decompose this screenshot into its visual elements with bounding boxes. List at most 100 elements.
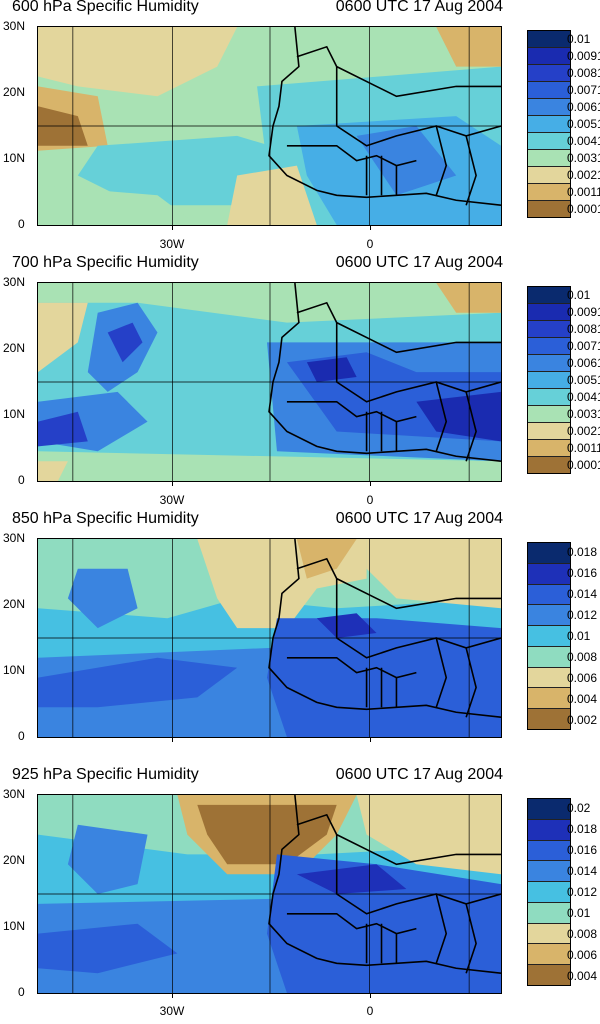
lat-label-20n: 20N	[3, 85, 26, 99]
humidity-map	[37, 794, 502, 994]
legend-label: 0.012	[567, 608, 598, 623]
panel-time: 0600 UTC 17 Aug 2004	[335, 510, 503, 527]
x-tick	[370, 738, 371, 742]
legend-label: 0.0031	[567, 151, 600, 166]
legend-swatch	[528, 965, 570, 986]
legend-swatch	[528, 423, 570, 440]
panel-925hpa: 925 hPa Specific Humidity 0600 UTC 17 Au…	[0, 766, 600, 1024]
lon-label-0: 0	[366, 493, 374, 507]
legend-swatch	[528, 688, 570, 710]
legend-swatch	[528, 116, 570, 133]
legend-swatch	[528, 150, 570, 167]
legend-swatch	[528, 584, 570, 606]
legend-label: 0.0001	[567, 458, 600, 473]
legend-label: 0.0011	[567, 441, 600, 456]
panel-time: 0600 UTC 17 Aug 2004	[335, 0, 503, 15]
x-tick	[172, 738, 173, 742]
legend-label: 0.018	[567, 822, 598, 837]
x-tick	[172, 994, 173, 998]
legend-swatch	[528, 563, 570, 585]
color-legend	[527, 798, 571, 986]
x-tick	[370, 226, 371, 230]
lat-label-30n: 30N	[3, 275, 26, 289]
legend-swatch	[528, 321, 570, 338]
country-borders	[38, 539, 501, 737]
country-borders	[38, 283, 501, 481]
x-tick	[172, 482, 173, 486]
legend-swatch	[528, 819, 570, 841]
legend-swatch	[528, 372, 570, 389]
legend-label: 0.004	[567, 691, 598, 706]
legend-label: 0.0061	[567, 355, 600, 370]
legend-swatch	[528, 99, 570, 116]
legend-label: 0.0051	[567, 373, 600, 387]
legend-label: 0.018	[567, 545, 598, 560]
panel-title: 600 hPa Specific Humidity	[12, 0, 199, 15]
lat-label-20n: 20N	[3, 597, 26, 611]
legend-swatch	[528, 338, 570, 355]
legend-label: 0.016	[567, 843, 598, 858]
legend-swatch	[528, 389, 570, 406]
legend-swatch	[528, 304, 570, 321]
panel-time: 0600 UTC 17 Aug 2004	[335, 766, 503, 783]
legend-swatch	[528, 406, 570, 423]
legend-label: 0.012	[567, 885, 598, 899]
legend-swatch	[528, 201, 570, 217]
legend-label: 0.002	[567, 712, 598, 727]
legend-swatch	[528, 626, 570, 647]
panel-700hpa: 700 hPa Specific Humidity 0600 UTC 17 Au…	[0, 254, 600, 512]
lat-label-0: 0	[18, 985, 25, 999]
lon-label-30w: 30W	[159, 1004, 185, 1018]
lon-label-30w: 30W	[159, 493, 185, 507]
legend-label: 0.0081	[567, 321, 600, 336]
lat-label-10n: 10N	[3, 663, 26, 677]
humidity-map	[37, 26, 502, 226]
lat-label-0: 0	[18, 729, 25, 743]
legend-label: 0.0091	[567, 304, 600, 319]
legend-swatch	[528, 133, 570, 150]
legend-label: 0.008	[567, 649, 598, 664]
legend-label: 0.01	[567, 629, 591, 643]
legend-swatch	[528, 543, 570, 564]
lat-label-10n: 10N	[3, 407, 26, 421]
panel-title: 700 hPa Specific Humidity	[12, 254, 199, 271]
legend-label: 0.0071	[567, 338, 600, 353]
country-borders	[38, 795, 501, 993]
lon-label-30w: 30W	[159, 237, 185, 251]
panel-title: 850 hPa Specific Humidity	[12, 510, 199, 527]
legend-label: 0.004	[567, 968, 598, 983]
legend-label: 0.01	[567, 287, 591, 302]
legend-swatch	[528, 440, 570, 457]
legend-label: 0.0021	[567, 168, 600, 183]
lat-label-30n: 30N	[3, 787, 26, 801]
legend-swatch	[528, 840, 570, 862]
legend-label: 0.01	[567, 905, 591, 920]
legend-swatch	[528, 65, 570, 82]
lat-label-0: 0	[18, 217, 25, 231]
legend-label: 0.016	[567, 566, 598, 581]
panel-600hpa: 600 hPa Specific Humidity 0600 UTC 17 Au…	[0, 0, 600, 256]
lat-label-30n: 30N	[3, 531, 26, 545]
legend-swatch	[528, 882, 570, 903]
panel-850hpa: 850 hPa Specific Humidity 0600 UTC 17 Au…	[0, 510, 600, 768]
legend-swatch	[528, 799, 570, 820]
legend-label: 0.0071	[567, 82, 600, 97]
panel-title: 925 hPa Specific Humidity	[12, 766, 199, 783]
legend-swatch	[528, 667, 570, 689]
legend-label: 0.0021	[567, 424, 600, 439]
legend-swatch	[528, 923, 570, 945]
legend-swatch	[528, 287, 570, 304]
legend-swatch	[528, 355, 570, 372]
legend-swatch	[528, 861, 570, 883]
color-legend	[527, 30, 571, 218]
legend-label: 0.008	[567, 926, 598, 941]
lat-label-10n: 10N	[3, 151, 26, 165]
legend-swatch	[528, 82, 570, 99]
lon-label-0: 0	[366, 237, 374, 251]
legend-swatch	[528, 31, 570, 48]
legend-swatch	[528, 457, 570, 473]
lat-label-10n: 10N	[3, 919, 26, 933]
legend-label: 0.0001	[567, 202, 600, 217]
legend-label: 0.014	[567, 864, 598, 879]
legend-label: 0.0091	[567, 48, 600, 63]
